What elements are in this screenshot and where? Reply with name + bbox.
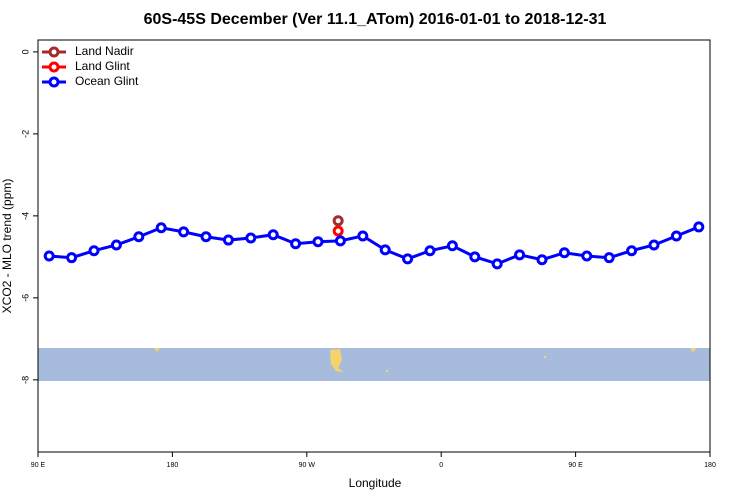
point (357, 230, 369, 242)
legend-marker (48, 76, 60, 88)
point (110, 239, 122, 251)
chart-title: 60S-45S December (Ver 11.1_ATom) 2016-01… (144, 11, 607, 28)
x-tick-label: 180 (704, 462, 716, 469)
map-strip (38, 348, 710, 381)
legend: Land Nadir Land Glint Ocean Glint (42, 44, 139, 88)
y-tick-label: -2 (20, 130, 30, 138)
point (424, 245, 436, 257)
x-tick-label: 0 (439, 462, 443, 469)
point (379, 244, 391, 256)
y-axis-label: XCO2 - MLO trend (ppm) (0, 179, 14, 314)
point (332, 215, 344, 227)
y-tick-label: -6 (20, 294, 30, 302)
legend-label: Ocean Glint (75, 74, 139, 88)
point (581, 250, 593, 262)
point (155, 222, 167, 234)
point (43, 250, 55, 262)
point (402, 253, 414, 265)
point (200, 231, 212, 243)
point (332, 225, 344, 237)
x-tick-label: 180 (167, 462, 179, 469)
point (558, 247, 570, 259)
y-tick-label: -4 (20, 212, 30, 220)
point (245, 232, 257, 244)
point (178, 226, 190, 238)
legend-label: Land Glint (75, 59, 130, 73)
x-tick-label: 90 E (31, 462, 46, 469)
point (469, 251, 481, 263)
point (536, 254, 548, 266)
point (648, 239, 660, 251)
point (603, 252, 615, 264)
series-line (49, 225, 700, 266)
point (88, 245, 100, 257)
legend-label: Land Nadir (75, 44, 134, 58)
point (693, 221, 705, 233)
point (446, 240, 458, 252)
point (222, 234, 234, 246)
point (66, 252, 78, 264)
legend-marker (48, 61, 60, 73)
point (267, 229, 279, 241)
point (133, 231, 145, 243)
point (626, 245, 638, 257)
plot-frame (37, 39, 711, 453)
point (491, 258, 503, 270)
y-tick-label: -8 (20, 376, 30, 384)
x-tick-label: 90 E (568, 462, 583, 469)
legend-marker (48, 46, 60, 58)
point (670, 230, 682, 242)
point (334, 235, 346, 247)
y-tick-label: 0 (20, 49, 30, 54)
point (312, 236, 324, 248)
point (514, 249, 526, 261)
x-axis-label: Longitude (349, 476, 402, 490)
point (290, 238, 302, 250)
x-tick-label: 90 W (299, 462, 316, 469)
